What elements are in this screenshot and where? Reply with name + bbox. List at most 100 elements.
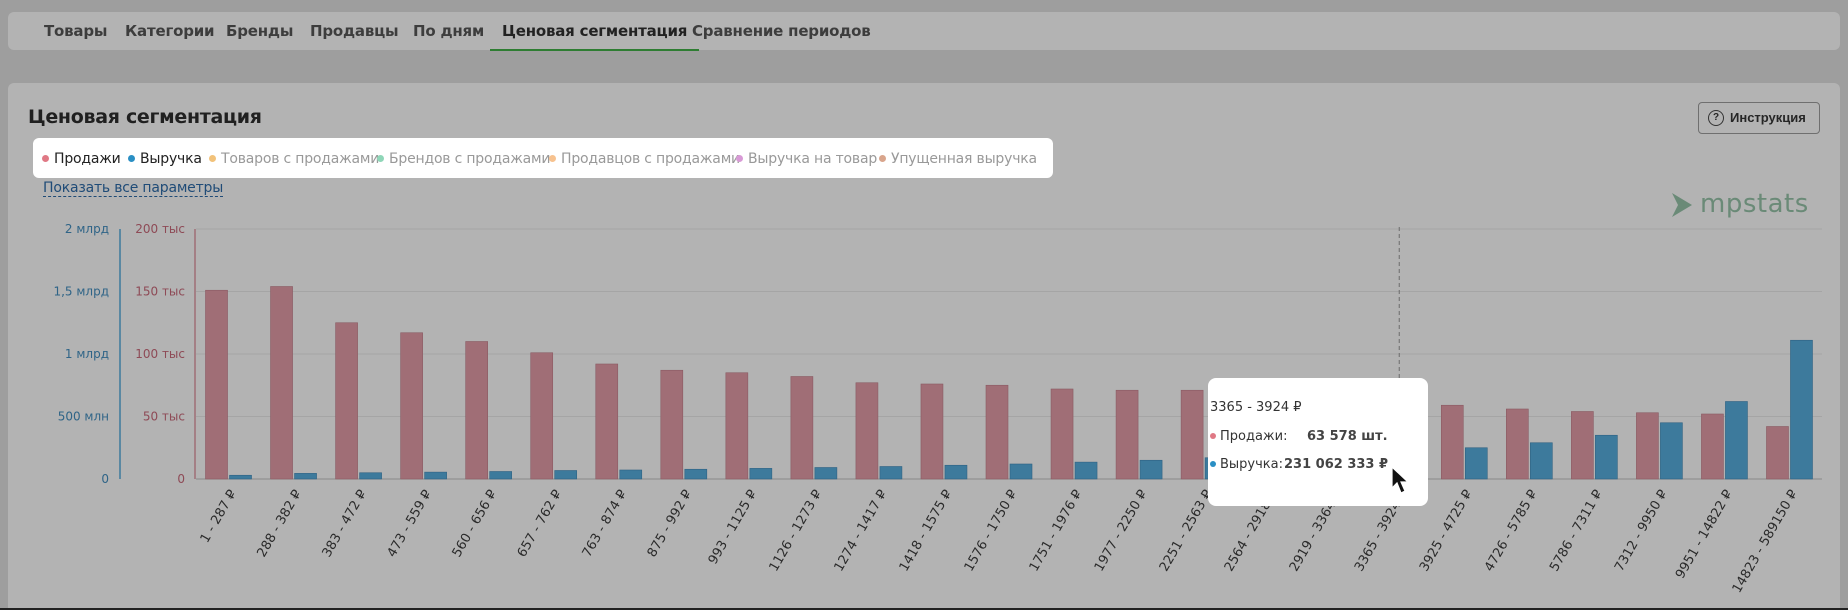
tab-price-segmentation[interactable]: Ценовая сегментация	[489, 12, 700, 51]
legend-label: Товаров с продажами	[221, 151, 380, 167]
revenue-bar	[294, 473, 317, 480]
legend-item-products-with-sales[interactable]: Товаров с продажами	[209, 151, 379, 167]
tab-by-days[interactable]: По дням	[413, 22, 485, 40]
revenue-bar	[489, 471, 512, 480]
legend-label: Выручка на товар	[748, 151, 878, 167]
tab-bar: Товары Категории Бренды Продавцы По дням…	[8, 12, 1840, 51]
sales-bar	[660, 369, 684, 480]
revenue-bar	[1464, 447, 1488, 480]
tab-categories[interactable]: Категории	[125, 22, 215, 40]
tooltip-label: Продажи:	[1220, 429, 1288, 444]
right-axis-tick-label: 50 тыс	[143, 410, 185, 424]
right-axis-tick-label: 200 тыс	[135, 222, 185, 236]
tooltip-dot	[1210, 433, 1216, 439]
legend-item-sellers-with-sales[interactable]: Продавцов с продажами	[549, 151, 740, 167]
sales-bar	[1571, 411, 1594, 480]
legend-label: Продавцов с продажами	[561, 151, 740, 167]
revenue-bar	[749, 468, 773, 480]
legend-item-lost-revenue[interactable]: Упущенная выручка	[879, 151, 1037, 167]
sales-bar	[985, 384, 1009, 480]
revenue-bar	[1725, 401, 1748, 480]
revenue-bar	[1139, 459, 1163, 480]
right-axis-tick-label: 150 тыс	[135, 285, 185, 299]
category-tick-label: 1418 - 1575 ₽	[897, 487, 956, 574]
legend-label: Продажи	[54, 151, 121, 167]
revenue-bar	[619, 469, 643, 480]
sales-bar	[1115, 389, 1139, 480]
revenue-bar	[1009, 463, 1033, 480]
legend-dot	[736, 155, 743, 162]
tab-period-comparison[interactable]: Сравнение периодов	[692, 22, 871, 40]
tab-sellers[interactable]: Продавцы	[310, 22, 399, 40]
legend-dot	[209, 155, 216, 162]
revenue-bar	[424, 471, 447, 480]
tab-brands[interactable]: Бренды	[226, 22, 294, 40]
sales-bar	[465, 341, 488, 480]
category-tick-label: 473 - 559 ₽	[385, 488, 435, 560]
tooltip-row-revenue: Выручка:	[1210, 457, 1283, 472]
revenue-bar	[1660, 422, 1683, 480]
tooltip-dot	[1210, 461, 1216, 467]
revenue-bar	[1790, 339, 1813, 480]
mouse-cursor-icon	[1391, 466, 1410, 494]
tooltip-value-revenue: 231 062 333 ₽	[1284, 457, 1389, 472]
category-tick-label: 1126 - 1273 ₽	[767, 488, 826, 575]
legend-label: Упущенная выручка	[891, 151, 1037, 167]
revenue-bar	[1530, 442, 1553, 480]
legend-item-revenue-per-product[interactable]: Выручка на товар	[736, 151, 877, 167]
category-tick-label: 1751 - 1976 ₽	[1027, 488, 1086, 575]
category-tick-label: 5786 - 7311 ₽	[1547, 488, 1606, 575]
category-tick-label: 1977 - 2250 ₽	[1092, 488, 1151, 575]
category-tick-label: 875 - 992 ₽	[645, 488, 695, 560]
mpstats-logo: mpstats	[1670, 189, 1820, 219]
category-tick-label: 383 - 472 ₽	[320, 488, 370, 560]
category-tick-label: 7312 - 9950 ₽	[1612, 488, 1671, 575]
category-tick-label: 1274 - 1417 ₽	[832, 488, 891, 575]
category-tick-label: 763 - 874 ₽	[580, 488, 630, 560]
sales-bar	[790, 376, 814, 480]
legend-item-sales[interactable]: Продажи	[42, 151, 121, 167]
tab-products[interactable]: Товары	[44, 22, 108, 40]
category-tick-label: 4726 - 5785 ₽	[1482, 488, 1541, 575]
legend-label: Выручка	[140, 151, 202, 167]
sales-bar	[1701, 413, 1724, 480]
sales-bar	[1766, 426, 1789, 480]
category-tick-label: 993 - 1125 ₽	[706, 488, 761, 568]
tooltip-value-sales: 63 578 шт.	[1307, 429, 1388, 444]
sales-bar	[1440, 404, 1464, 480]
category-tick-label: 1 - 287 ₽	[198, 488, 240, 546]
revenue-bar	[684, 468, 708, 480]
legend-dot	[128, 155, 135, 162]
left-axis-tick-label: 500 млн	[58, 410, 109, 424]
legend-item-brands-with-sales[interactable]: Брендов с продажами	[377, 151, 550, 167]
legend-label: Брендов с продажами	[389, 151, 551, 167]
legend-item-revenue[interactable]: Выручка	[128, 151, 202, 167]
revenue-bar	[359, 472, 382, 480]
sales-bar	[725, 372, 749, 480]
sales-bar	[205, 289, 228, 480]
revenue-bar	[814, 467, 838, 480]
revenue-bar	[944, 464, 968, 480]
sales-bar	[270, 286, 293, 480]
sales-bar	[400, 332, 423, 480]
instructions-button[interactable]: ? Инструкция	[1698, 102, 1820, 134]
sales-bar	[920, 383, 944, 480]
legend-dot	[377, 155, 384, 162]
mpstats-logo-icon	[1672, 193, 1692, 217]
category-tick-label: 14823 - 589150 ₽	[1730, 488, 1801, 596]
sales-bar	[595, 363, 619, 480]
revenue-bar	[879, 466, 903, 480]
page-title: Ценовая сегментация	[28, 106, 262, 128]
sales-bar	[335, 322, 358, 480]
revenue-bar	[1595, 434, 1618, 480]
sales-bar	[1180, 389, 1204, 480]
show-all-parameters-link[interactable]: Показать все параметры	[43, 180, 224, 197]
legend-dot	[42, 155, 49, 162]
category-tick-label: 657 - 762 ₽	[515, 488, 565, 560]
tooltip-row-sales: Продажи:	[1210, 429, 1287, 444]
sales-bar	[1050, 388, 1074, 480]
right-axis-tick-label: 100 тыс	[135, 347, 185, 361]
sales-bar	[530, 352, 554, 480]
chart-tooltip: 3365 - 3924 ₽ Продажи: 63 578 шт. Выручк…	[1208, 378, 1428, 506]
